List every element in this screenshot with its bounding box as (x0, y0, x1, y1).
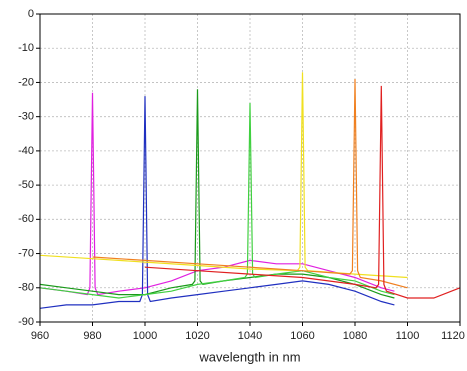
x-tick-label: 960 (31, 330, 49, 342)
y-tick-label: -60 (18, 213, 34, 225)
x-tick-label: 1020 (185, 330, 209, 342)
x-tick-label: 1100 (396, 330, 420, 342)
y-tick-label: -70 (18, 247, 34, 259)
y-tick-label: -40 (18, 145, 34, 157)
y-tick-label: -30 (18, 111, 34, 123)
x-axis-label: wavelength in nm (198, 349, 300, 364)
plot-frame (39, 13, 461, 323)
y-tick-label: -90 (18, 316, 34, 328)
x-tick-label: 1040 (238, 330, 262, 342)
x-tick-label: 1060 (290, 330, 314, 342)
spectrum-line (39, 96, 395, 309)
spectrum-line (39, 92, 395, 296)
y-tick-label: -10 (18, 42, 34, 54)
x-tick-label: 1000 (133, 330, 157, 342)
x-tick-label: 1120 (441, 330, 465, 342)
y-tick-label: -80 (18, 282, 34, 294)
x-tick-label: 980 (83, 330, 101, 342)
spectrum-line (144, 85, 461, 299)
y-tick-label: 0 (28, 8, 34, 20)
x-tick-label: 1080 (343, 330, 367, 342)
spectrum-line (92, 78, 408, 289)
y-tick-label: -50 (18, 179, 34, 191)
y-tick-label: -20 (18, 76, 34, 88)
